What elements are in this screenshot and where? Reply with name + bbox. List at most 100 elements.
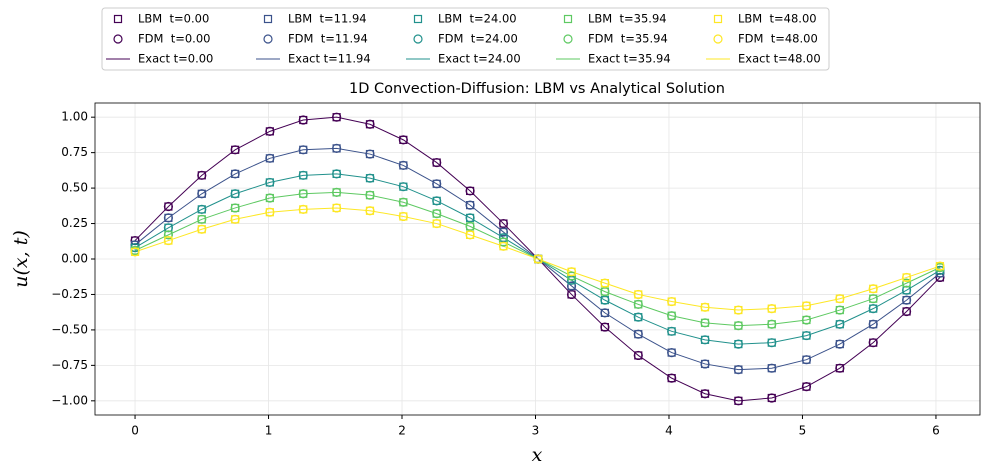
circle-marker <box>600 322 610 332</box>
circle-marker <box>432 218 442 229</box>
legend-swatch <box>263 34 273 44</box>
circle-marker <box>332 203 342 213</box>
legend-swatch <box>413 14 423 24</box>
circle-marker <box>835 294 845 304</box>
x-tick-label: 3 <box>532 424 540 438</box>
legend-label: LBM t=11.94 <box>288 12 367 26</box>
legend-swatch <box>113 14 123 24</box>
y-axis-label: u(x, t) <box>10 230 32 288</box>
legend-label: LBM t=24.00 <box>438 12 517 26</box>
circle-marker <box>700 359 710 369</box>
circle-marker <box>566 271 577 281</box>
legend-swatch <box>563 14 573 24</box>
circle-marker <box>398 135 408 145</box>
circle-marker <box>733 321 743 331</box>
circle-marker <box>163 230 174 240</box>
circle-marker <box>197 170 207 180</box>
x-tick-label: 0 <box>131 424 139 438</box>
y-tick-label: 0.50 <box>61 181 88 195</box>
circle-marker <box>398 211 408 222</box>
circle-marker <box>498 241 509 251</box>
circle-marker <box>767 393 777 403</box>
circle-marker <box>801 315 812 325</box>
circle-marker <box>197 204 207 214</box>
circle-marker <box>365 190 375 200</box>
legend-label: LBM t=35.94 <box>588 12 667 26</box>
y-tick-label: −0.50 <box>51 322 88 336</box>
circle-marker <box>365 173 375 183</box>
circle-marker <box>298 170 308 180</box>
circle-marker <box>633 299 643 309</box>
y-tick-label: −0.75 <box>51 358 88 372</box>
legend-label: FDM t=24.00 <box>438 32 518 46</box>
legend-label: Exact t=35.94 <box>588 52 671 66</box>
y-tick-label: 0.75 <box>61 145 88 159</box>
x-tick-label: 4 <box>665 424 673 438</box>
circle-marker <box>332 112 342 122</box>
circle-marker <box>265 207 275 217</box>
circle-marker <box>365 119 375 129</box>
circle-marker <box>398 197 408 207</box>
circle-marker <box>700 335 710 345</box>
circle-marker <box>265 153 275 163</box>
circle-marker <box>298 204 308 214</box>
circle-marker <box>298 189 308 199</box>
y-tick-label: −1.00 <box>51 393 88 407</box>
circle-marker <box>365 149 375 159</box>
circle-marker <box>633 350 643 361</box>
circle-marker <box>197 214 207 224</box>
circle-marker <box>465 230 475 240</box>
legend-label: Exact t=24.00 <box>438 52 521 66</box>
legend-label: FDM t=48.00 <box>738 32 818 46</box>
circle-marker <box>667 296 677 307</box>
circle-marker <box>868 284 878 294</box>
circle-marker <box>633 312 643 322</box>
circle-marker <box>801 330 812 341</box>
legend-swatch <box>713 14 723 24</box>
circle-marker <box>566 267 577 277</box>
circle-marker <box>868 294 878 304</box>
circle-marker <box>130 247 140 257</box>
legend-label: LBM t=0.00 <box>138 12 209 26</box>
circle-marker <box>398 182 408 192</box>
circle-marker <box>733 396 743 406</box>
legend-frame <box>101 7 830 71</box>
circle-marker <box>600 308 610 318</box>
circle-marker <box>163 213 174 223</box>
circle-marker <box>767 319 777 329</box>
circle-marker <box>498 237 509 247</box>
circle-marker <box>901 278 912 288</box>
circle-marker <box>667 348 677 358</box>
circle-marker <box>901 272 912 283</box>
y-tick-label: 0.00 <box>61 252 88 266</box>
circle-marker <box>767 304 777 314</box>
circle-marker <box>465 200 475 210</box>
legend-swatch <box>263 14 273 24</box>
circle-marker <box>230 189 240 199</box>
legend-swatch <box>563 34 573 44</box>
circle-marker <box>600 278 610 288</box>
x-tick-label: 5 <box>799 424 807 438</box>
circle-marker <box>566 281 577 291</box>
circle-marker <box>700 302 710 312</box>
legend-swatch <box>713 34 723 44</box>
circle-marker <box>197 189 207 199</box>
circle-marker <box>868 304 878 314</box>
circle-marker <box>935 261 945 271</box>
circle-marker <box>230 214 240 224</box>
circle-marker <box>667 326 677 336</box>
circle-marker <box>230 169 240 179</box>
x-tick-label: 1 <box>265 424 273 438</box>
circle-marker <box>667 311 677 321</box>
x-tick-label: 6 <box>932 424 940 438</box>
circle-marker <box>901 306 912 317</box>
circle-marker <box>733 305 743 315</box>
legend: LBM t=0.00 FDM t=0.00 Exact t=0.00 LBM t=11… <box>101 7 830 71</box>
circle-marker <box>700 389 710 399</box>
legend-label: FDM t=11.94 <box>288 32 368 46</box>
circle-marker <box>633 329 643 339</box>
chart-title: 1D Convection-Diffusion: LBM vs Analytic… <box>349 81 725 97</box>
circle-marker <box>332 187 342 197</box>
circle-marker <box>801 382 812 392</box>
